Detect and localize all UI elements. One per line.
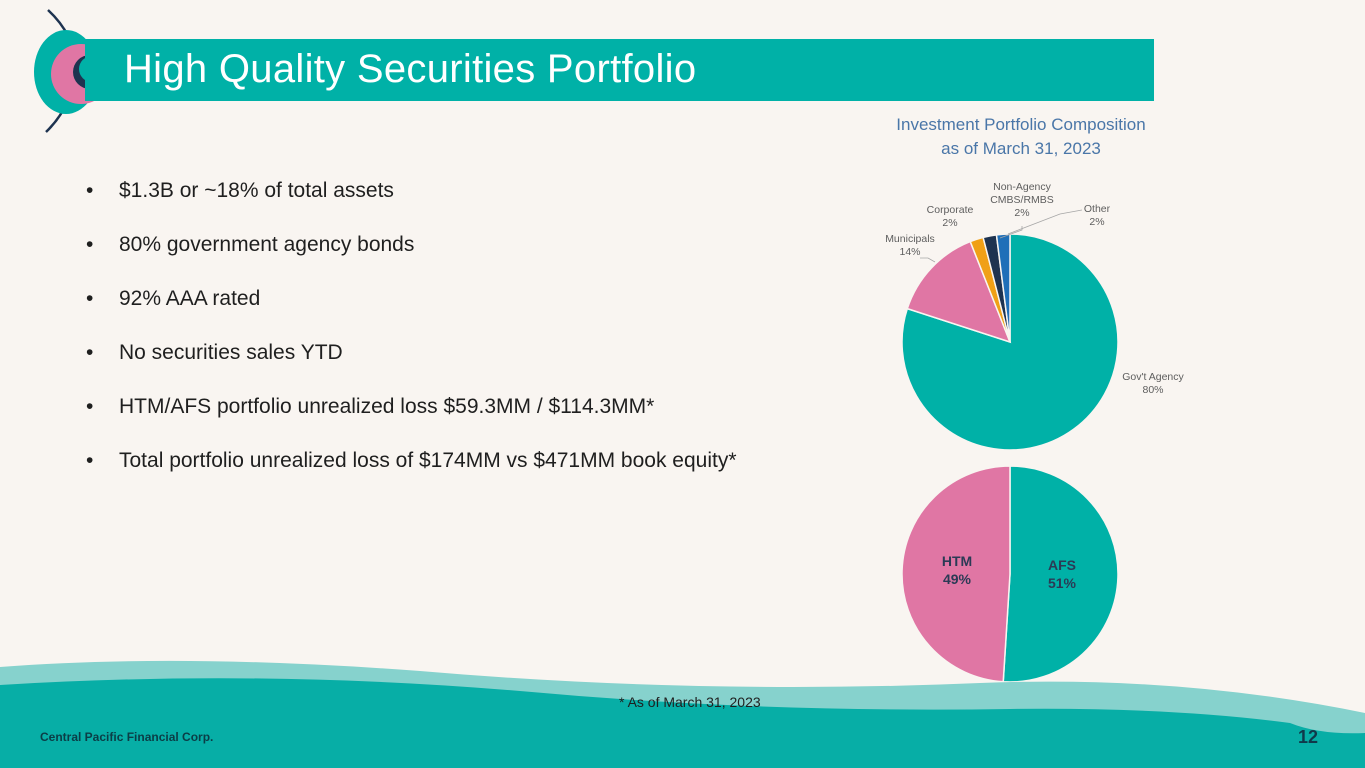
footnote: * As of March 31, 2023 [619,694,761,710]
footer-company-name: Central Pacific Financial Corp. [40,730,214,744]
pie-label-other: Other 2% [1084,203,1111,228]
leader-line-municipals [920,257,936,263]
page-title: High Quality Securities Portfolio [124,47,697,91]
bullet-item: • 80% government agency bonds [86,232,737,258]
pie-label-gov-t-agency: Gov't Agency 80% [1122,371,1184,396]
footer-waves [0,660,1365,768]
bullet-item: • $1.3B or ~18% of total assets [86,178,737,204]
bullet-marker: • [86,233,94,256]
pie-label-non-agency-cmbs-rmbs: Non-Agency CMBS/RMBS 2% [990,181,1054,219]
bullet-list: • $1.3B or ~18% of total assets • 80% gove… [86,178,737,502]
bullet-item: • No securities sales YTD [86,340,737,366]
pie-label-afs: AFS 51% [1048,557,1077,591]
bullet-item: • Total portfolio unrealized loss of $174… [86,448,737,474]
pie-slice-afs [1002,465,1119,683]
pie-slice-htm [901,465,1011,683]
pie-slice-municipals [906,240,1012,344]
pie-label-htm: HTM 49% [942,553,972,587]
leader-line-other [1007,209,1083,235]
pie-label-municipals: Municipals 14% [885,233,935,258]
bullet-item: • HTM/AFS portfolio unrealized loss $59.3… [86,394,737,420]
bullet-text: Total portfolio unrealized loss of $174M… [119,449,737,472]
bullet-text: 92% AAA rated [119,287,261,310]
portfolio-composition-pie: Gov't Agency 80% Municipals 14% Corporate 2% N… [885,181,1185,451]
bullet-text: $1.3B or ~18% of total assets [119,179,394,202]
bullet-text: No securities sales YTD [119,341,343,364]
bullet-marker: • [86,179,94,202]
bullet-marker: • [86,341,94,364]
chart-title-line: Investment Portfolio Composition [896,115,1146,134]
afs-htm-pie: AFS 51% HTM 49% [901,465,1119,683]
page-number: 12 [1298,727,1319,747]
chart-title: Investment Portfolio Composition as of M… [866,113,1176,161]
leader-line-non-agency [999,226,1023,239]
bullet-marker: • [86,395,94,418]
pie-label-corporate: Corporate 2% [927,204,974,229]
bullet-marker: • [86,287,94,310]
pie-slice-gov-t-agency [901,233,1119,451]
chart-title-line: as of March 31, 2023 [941,139,1101,158]
bullet-item: • 92% AAA rated [86,286,737,312]
title-bar [85,39,1154,101]
bullet-text: 80% government agency bonds [119,233,415,256]
bullet-marker: • [86,449,94,472]
bullet-text: HTM/AFS portfolio unrealized loss $59.3M… [119,395,655,418]
